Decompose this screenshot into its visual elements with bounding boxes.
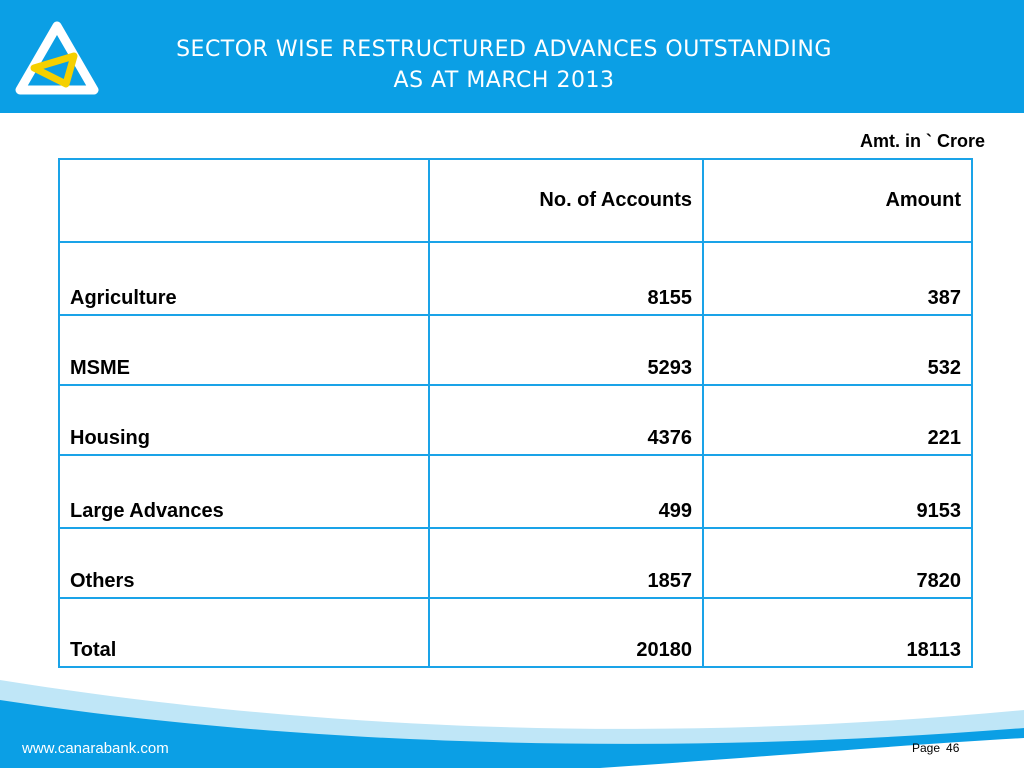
accounts-cell: 499 bbox=[428, 454, 704, 529]
amount-cell: 532 bbox=[702, 314, 973, 386]
canara-logo bbox=[14, 20, 100, 98]
sector-cell: Total bbox=[58, 597, 430, 668]
accounts-cell: 4376 bbox=[428, 384, 704, 456]
amount-cell: 18113 bbox=[702, 597, 973, 668]
accounts-cell: 8155 bbox=[428, 241, 704, 316]
page-title: SECTOR WISE RESTRUCTURED ADVANCES OUTSTA… bbox=[120, 34, 888, 96]
page-indicator: Page 46 bbox=[912, 741, 959, 755]
accounts-cell: 20180 bbox=[428, 597, 704, 668]
sector-cell: Agriculture bbox=[58, 241, 430, 316]
header-bar: SECTOR WISE RESTRUCTURED ADVANCES OUTSTA… bbox=[0, 0, 1024, 113]
title-line-1: SECTOR WISE RESTRUCTURED ADVANCES OUTSTA… bbox=[176, 37, 832, 62]
title-line-2: AS AT MARCH 2013 bbox=[393, 68, 615, 93]
page-number: 46 bbox=[946, 741, 960, 755]
column-header-sector bbox=[58, 158, 430, 243]
footer-url[interactable]: www.canarabank.com bbox=[22, 740, 169, 757]
table-row: Others 1857 7820 bbox=[58, 527, 973, 599]
sector-cell: MSME bbox=[58, 314, 430, 386]
amount-cell: 221 bbox=[702, 384, 973, 456]
amount-cell: 9153 bbox=[702, 454, 973, 529]
amount-cell: 7820 bbox=[702, 527, 973, 599]
table-header-row: No. of Accounts Amount bbox=[58, 158, 973, 243]
amount-cell: 387 bbox=[702, 241, 973, 316]
sector-cell: Large Advances bbox=[58, 454, 430, 529]
table-row: MSME 5293 532 bbox=[58, 314, 973, 386]
sector-cell: Housing bbox=[58, 384, 430, 456]
table-row-total: Total 20180 18113 bbox=[58, 597, 973, 668]
table-row: Agriculture 8155 387 bbox=[58, 241, 973, 316]
page-label: Page bbox=[912, 741, 941, 755]
restructured-advances-table: No. of Accounts Amount Agriculture 8155 … bbox=[58, 158, 973, 668]
accounts-cell: 1857 bbox=[428, 527, 704, 599]
footer-wave bbox=[0, 680, 1024, 768]
table-row: Large Advances 499 9153 bbox=[58, 454, 973, 529]
unit-note: Amt. in ` Crore bbox=[859, 131, 985, 151]
accounts-cell: 5293 bbox=[428, 314, 704, 386]
column-header-accounts: No. of Accounts bbox=[428, 158, 704, 243]
sector-cell: Others bbox=[58, 527, 430, 599]
table-row: Housing 4376 221 bbox=[58, 384, 973, 456]
logo-icon bbox=[15, 21, 99, 95]
column-header-amount: Amount bbox=[702, 158, 973, 243]
